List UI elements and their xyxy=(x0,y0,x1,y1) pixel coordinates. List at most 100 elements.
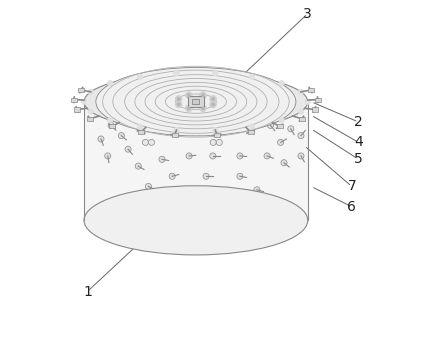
Circle shape xyxy=(105,153,111,159)
Circle shape xyxy=(200,92,206,99)
Circle shape xyxy=(179,190,186,196)
Bar xyxy=(312,107,318,112)
Circle shape xyxy=(88,109,94,114)
Circle shape xyxy=(88,89,94,95)
Circle shape xyxy=(268,122,273,128)
Bar xyxy=(277,124,283,128)
Circle shape xyxy=(210,96,216,102)
Circle shape xyxy=(81,99,87,104)
Circle shape xyxy=(138,194,145,200)
Bar xyxy=(188,96,203,107)
Circle shape xyxy=(210,101,216,108)
Circle shape xyxy=(177,97,180,101)
Circle shape xyxy=(156,116,161,122)
Circle shape xyxy=(200,105,206,112)
Circle shape xyxy=(213,127,218,133)
Circle shape xyxy=(186,105,192,112)
Bar xyxy=(192,99,199,104)
Bar xyxy=(78,88,84,92)
Circle shape xyxy=(125,146,131,152)
Circle shape xyxy=(107,80,113,86)
Bar xyxy=(74,107,80,112)
Circle shape xyxy=(281,160,287,166)
Circle shape xyxy=(145,183,152,190)
Circle shape xyxy=(107,118,113,123)
Circle shape xyxy=(298,109,304,114)
Text: 7: 7 xyxy=(347,179,356,194)
Circle shape xyxy=(152,207,158,213)
Circle shape xyxy=(137,124,143,129)
Bar xyxy=(71,98,77,102)
Circle shape xyxy=(169,173,175,179)
Circle shape xyxy=(137,74,143,79)
Circle shape xyxy=(174,71,179,76)
Circle shape xyxy=(298,89,304,95)
Circle shape xyxy=(135,163,141,169)
Circle shape xyxy=(237,153,243,159)
Text: 5: 5 xyxy=(354,152,363,166)
Circle shape xyxy=(210,139,216,145)
Circle shape xyxy=(211,97,215,101)
Circle shape xyxy=(163,200,169,206)
Circle shape xyxy=(210,200,215,206)
Circle shape xyxy=(237,173,243,179)
Circle shape xyxy=(234,207,240,213)
Circle shape xyxy=(187,106,190,110)
Circle shape xyxy=(149,139,154,145)
Circle shape xyxy=(220,116,226,122)
Circle shape xyxy=(174,127,179,133)
Text: 6: 6 xyxy=(347,200,356,214)
Circle shape xyxy=(172,126,178,132)
Circle shape xyxy=(211,103,215,106)
Circle shape xyxy=(177,103,180,106)
Text: 3: 3 xyxy=(303,6,312,21)
Polygon shape xyxy=(84,102,308,220)
Bar xyxy=(315,98,321,102)
Bar xyxy=(172,133,178,137)
Circle shape xyxy=(201,106,205,110)
Circle shape xyxy=(298,153,304,159)
Ellipse shape xyxy=(96,67,296,136)
Circle shape xyxy=(216,139,222,145)
Bar xyxy=(138,130,144,134)
Ellipse shape xyxy=(84,186,308,255)
Circle shape xyxy=(254,187,260,193)
Circle shape xyxy=(193,207,199,213)
Bar xyxy=(109,124,115,128)
Text: 4: 4 xyxy=(354,135,363,149)
Bar xyxy=(307,88,314,92)
Circle shape xyxy=(210,153,216,159)
Circle shape xyxy=(213,71,218,76)
Circle shape xyxy=(179,112,186,118)
Circle shape xyxy=(166,126,172,132)
Circle shape xyxy=(118,133,124,139)
Circle shape xyxy=(186,92,192,99)
Circle shape xyxy=(190,129,196,135)
Circle shape xyxy=(264,200,270,206)
Circle shape xyxy=(249,124,255,129)
Circle shape xyxy=(288,126,294,132)
Circle shape xyxy=(196,129,202,135)
Circle shape xyxy=(175,101,182,108)
Circle shape xyxy=(298,133,304,139)
Circle shape xyxy=(142,139,149,145)
Bar xyxy=(298,117,305,121)
Circle shape xyxy=(132,119,138,125)
Circle shape xyxy=(220,190,226,196)
Circle shape xyxy=(169,200,175,206)
Circle shape xyxy=(203,200,210,206)
Circle shape xyxy=(201,94,205,97)
Circle shape xyxy=(264,153,270,159)
Circle shape xyxy=(186,153,192,159)
Circle shape xyxy=(305,99,310,104)
Circle shape xyxy=(175,96,182,102)
Circle shape xyxy=(247,119,253,125)
Circle shape xyxy=(279,118,284,123)
Circle shape xyxy=(98,136,104,142)
Circle shape xyxy=(108,122,114,128)
Bar xyxy=(87,117,93,121)
Circle shape xyxy=(279,80,284,86)
Bar xyxy=(248,130,254,134)
Circle shape xyxy=(159,156,165,162)
Circle shape xyxy=(277,139,284,145)
